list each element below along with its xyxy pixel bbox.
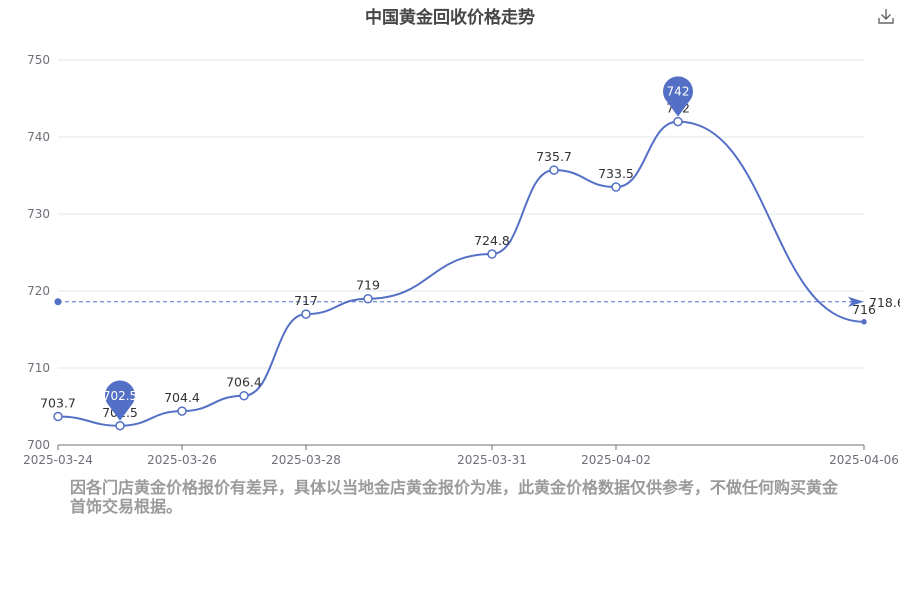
- series-line: [57, 120, 865, 427]
- y-tick-label: 740: [27, 130, 50, 144]
- x-tick-label: 2025-03-24: [23, 453, 93, 467]
- average-line-arrow: [848, 296, 864, 307]
- data-point: [549, 165, 559, 175]
- disclaimer-text: 因各门店黄金价格报价有差异，具体以当地金店黄金报价为准，此黄金价格数据仅供参考，…: [70, 478, 839, 516]
- grid-lines: [58, 59, 864, 369]
- data-label: 717: [294, 293, 318, 308]
- y-tick-label: 710: [27, 361, 50, 375]
- download-icon[interactable]: [876, 6, 896, 26]
- data-label: 703.7: [40, 396, 76, 411]
- data-label: 719: [356, 278, 380, 293]
- x-tick-label: 2025-03-26: [147, 453, 217, 467]
- data-points: [53, 116, 867, 431]
- data-label: 706.4: [226, 375, 262, 390]
- axes: 700 710 720 730 740 750 2025-03-24 2025-03-26 20…: [23, 53, 899, 467]
- data-label: 716: [852, 302, 876, 317]
- average-line: 718.6: [54, 295, 900, 310]
- min-pin-label: 702.5: [103, 389, 137, 403]
- x-tick-label: 2025-04-06: [829, 453, 899, 467]
- data-point: [611, 182, 621, 192]
- y-tick-label: 750: [27, 53, 50, 67]
- y-tick-label: 730: [27, 207, 50, 221]
- data-label: 724.8: [474, 233, 510, 248]
- data-point: [487, 249, 497, 259]
- y-tick-label: 720: [27, 284, 50, 298]
- data-point: [673, 116, 683, 127]
- data-label: 735.7: [536, 149, 572, 164]
- x-tick-label: 2025-03-28: [271, 453, 341, 467]
- data-label: 704.4: [164, 390, 200, 405]
- data-point: [301, 309, 311, 319]
- data-point: [115, 421, 125, 431]
- data-point: [239, 390, 249, 401]
- max-pin-label: 742: [667, 85, 690, 99]
- data-point: [363, 293, 373, 304]
- data-point: [861, 319, 867, 325]
- extreme-markers: 742 702.5: [103, 76, 694, 421]
- y-tick-label: 700: [27, 438, 50, 452]
- average-line-label: 718.6: [869, 295, 900, 310]
- chart-title: 中国黄金回收价格走势: [365, 8, 535, 28]
- x-tick-label: 2025-03-31: [457, 453, 527, 467]
- data-label: 733.5: [598, 166, 634, 181]
- data-point: [53, 411, 63, 422]
- min-pin: [105, 380, 136, 421]
- max-pin: [663, 76, 694, 117]
- x-tick-label: 2025-04-02: [581, 453, 651, 467]
- data-point: [177, 406, 187, 416]
